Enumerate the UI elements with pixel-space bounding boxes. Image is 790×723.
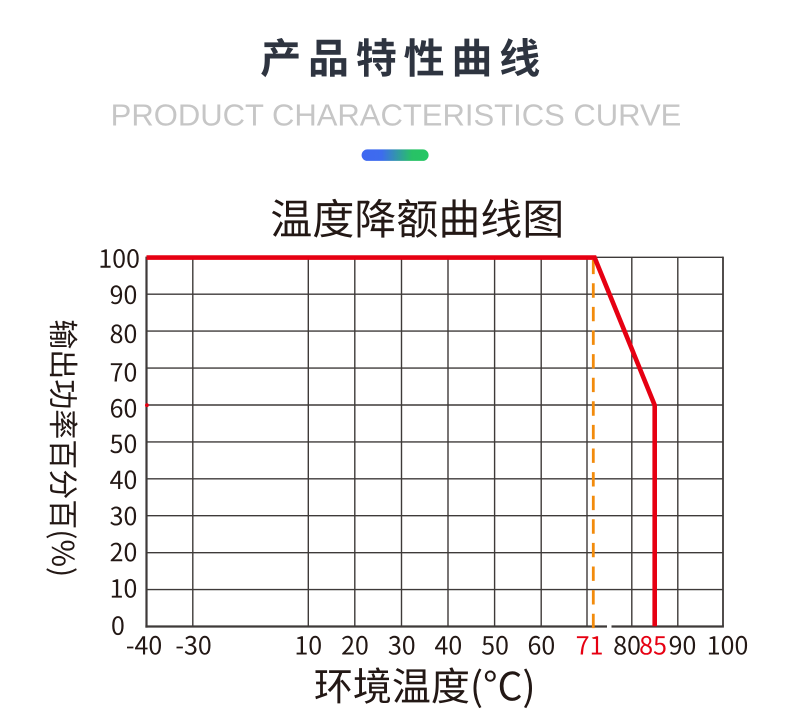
svg-text:PRODUCT CHARACTERISTICS CURVE: PRODUCT CHARACTERISTICS CURVE (111, 98, 682, 133)
